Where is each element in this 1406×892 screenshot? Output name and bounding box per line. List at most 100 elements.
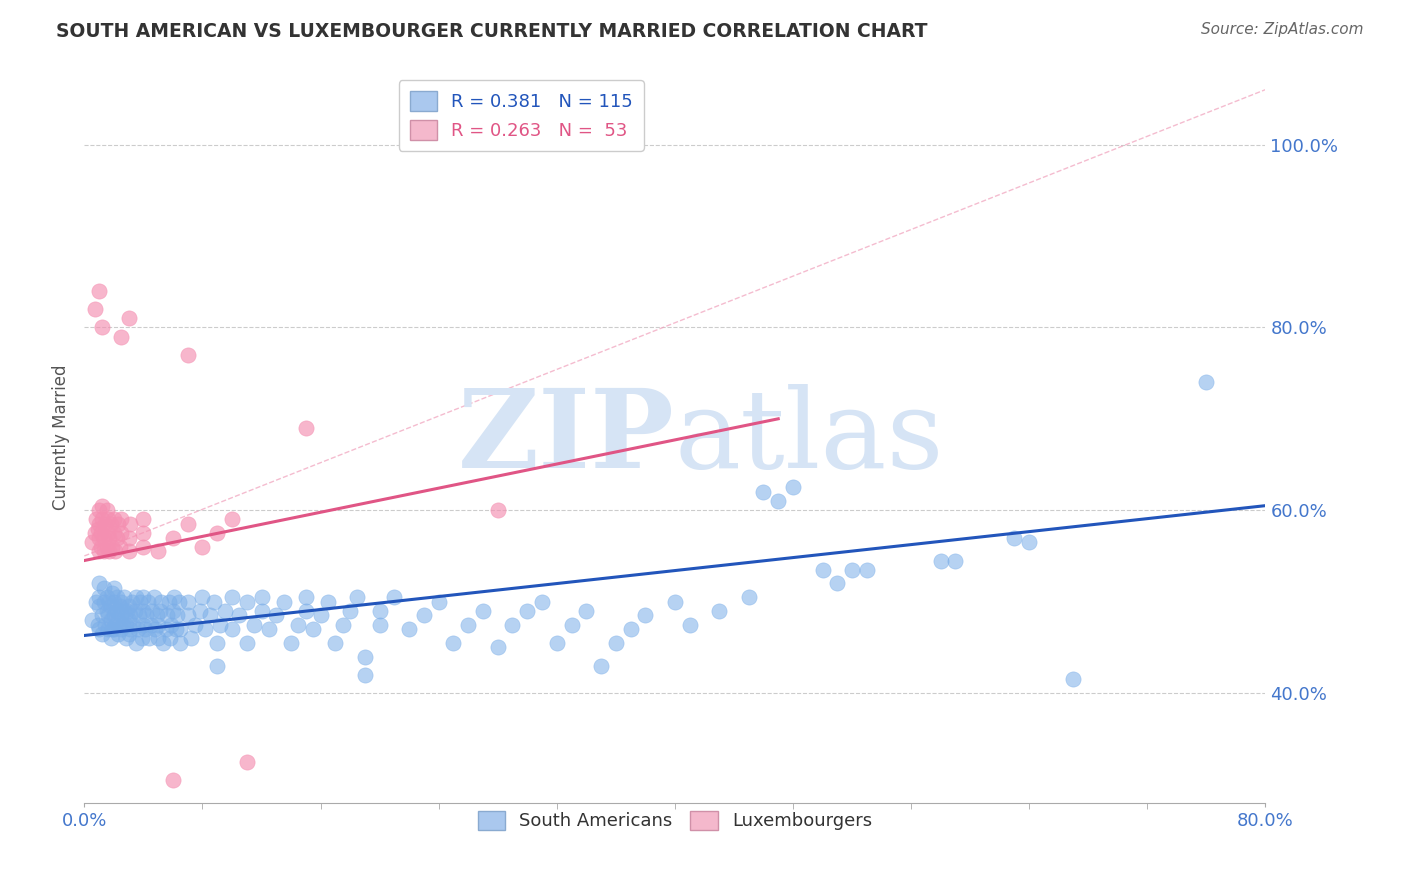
- Point: [100, 599, 122, 614]
- Point: [84, 594, 107, 608]
- Point: [160, 617, 183, 632]
- Point: [91, 320, 114, 334]
- Point: [93, 594, 115, 608]
- Point: [101, 585, 124, 599]
- Point: [114, 632, 136, 646]
- Point: [679, 617, 702, 632]
- Point: [148, 632, 170, 646]
- Point: [110, 526, 132, 541]
- Point: [486, 503, 509, 517]
- Point: [457, 617, 479, 632]
- Point: [121, 594, 143, 608]
- Point: [169, 636, 191, 650]
- Point: [97, 512, 120, 526]
- Point: [122, 617, 145, 632]
- Point: [148, 617, 170, 632]
- Point: [250, 604, 273, 618]
- Point: [768, 494, 790, 508]
- Point: [97, 622, 120, 636]
- Point: [266, 608, 288, 623]
- Point: [634, 608, 657, 623]
- Point: [132, 526, 155, 541]
- Point: [443, 636, 465, 650]
- Point: [87, 516, 111, 531]
- Point: [591, 658, 613, 673]
- Point: [163, 590, 186, 604]
- Point: [139, 617, 162, 632]
- Point: [80, 535, 103, 549]
- Point: [782, 480, 804, 494]
- Point: [132, 590, 155, 604]
- Point: [94, 617, 117, 632]
- Point: [98, 531, 121, 545]
- Text: SOUTH AMERICAN VS LUXEMBOURGER CURRENTLY MARRIED CORRELATION CHART: SOUTH AMERICAN VS LUXEMBOURGER CURRENTLY…: [56, 22, 928, 41]
- Point: [302, 622, 325, 636]
- Point: [273, 594, 295, 608]
- Point: [110, 594, 132, 608]
- Point: [108, 540, 131, 554]
- Point: [221, 622, 243, 636]
- Point: [738, 590, 761, 604]
- Point: [120, 622, 142, 636]
- Point: [131, 632, 153, 646]
- Point: [105, 531, 128, 545]
- Point: [97, 526, 120, 541]
- Point: [129, 594, 152, 608]
- Point: [856, 563, 879, 577]
- Point: [295, 421, 318, 435]
- Point: [100, 516, 122, 531]
- Point: [110, 622, 132, 636]
- Point: [87, 284, 111, 298]
- Point: [114, 617, 136, 632]
- Point: [118, 626, 141, 640]
- Point: [221, 590, 243, 604]
- Point: [93, 544, 115, 558]
- Point: [472, 604, 495, 618]
- Point: [236, 636, 259, 650]
- Point: [325, 636, 347, 650]
- Point: [207, 636, 229, 650]
- Point: [811, 563, 834, 577]
- Point: [413, 608, 436, 623]
- Point: [100, 613, 122, 627]
- Point: [152, 636, 174, 650]
- Point: [354, 649, 377, 664]
- Point: [94, 516, 117, 531]
- Point: [97, 608, 120, 623]
- Point: [1004, 531, 1026, 545]
- Point: [398, 622, 420, 636]
- Point: [209, 617, 232, 632]
- Point: [91, 608, 114, 623]
- Point: [124, 604, 146, 618]
- Point: [214, 604, 236, 618]
- Point: [198, 608, 221, 623]
- Point: [752, 485, 775, 500]
- Point: [108, 599, 131, 614]
- Point: [118, 544, 141, 558]
- Point: [96, 590, 118, 604]
- Point: [194, 622, 217, 636]
- Point: [295, 604, 318, 618]
- Point: [620, 622, 643, 636]
- Point: [287, 617, 309, 632]
- Point: [107, 516, 129, 531]
- Point: [111, 617, 134, 632]
- Point: [142, 590, 165, 604]
- Point: [1195, 376, 1218, 390]
- Point: [177, 594, 200, 608]
- Point: [155, 622, 177, 636]
- Point: [105, 604, 128, 618]
- Point: [103, 608, 125, 623]
- Text: Source: ZipAtlas.com: Source: ZipAtlas.com: [1201, 22, 1364, 37]
- Point: [104, 617, 127, 632]
- Point: [110, 512, 132, 526]
- Point: [332, 617, 354, 632]
- Point: [150, 594, 173, 608]
- Point: [280, 636, 302, 650]
- Point: [87, 590, 111, 604]
- Point: [177, 608, 200, 623]
- Point: [87, 622, 111, 636]
- Point: [118, 613, 141, 627]
- Point: [91, 499, 114, 513]
- Point: [709, 604, 731, 618]
